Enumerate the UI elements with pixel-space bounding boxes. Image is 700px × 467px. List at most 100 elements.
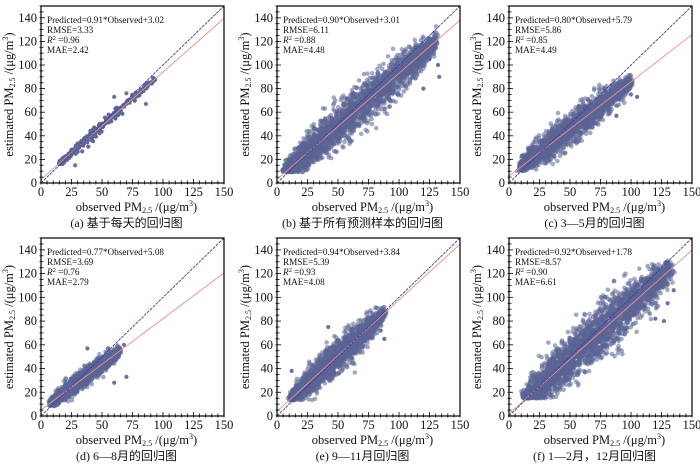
y-axis-label: estimated PM2.5 /(μg/m3) bbox=[469, 32, 485, 156]
data-point bbox=[582, 114, 587, 119]
data-point bbox=[556, 141, 562, 146]
data-point bbox=[555, 110, 561, 116]
data-point bbox=[369, 116, 374, 122]
data-point bbox=[347, 107, 352, 112]
data-point bbox=[322, 126, 327, 131]
x-tick-label: 150 bbox=[215, 185, 234, 199]
scatter-points bbox=[280, 24, 442, 175]
outlier-point bbox=[124, 91, 129, 96]
one-to-one-line bbox=[509, 6, 692, 183]
data-point bbox=[556, 117, 561, 122]
data-point bbox=[589, 119, 595, 124]
data-point bbox=[350, 93, 356, 98]
data-point bbox=[387, 98, 393, 104]
data-point bbox=[334, 110, 339, 116]
regression-equation: Predicted=0.90*Observed+3.01 bbox=[283, 15, 400, 25]
data-point bbox=[329, 143, 335, 148]
data-point bbox=[585, 97, 591, 103]
data-point bbox=[335, 141, 340, 146]
data-point bbox=[333, 149, 338, 154]
data-point bbox=[330, 118, 336, 124]
data-point bbox=[332, 137, 338, 143]
data-point bbox=[542, 153, 547, 158]
data-point bbox=[550, 150, 556, 155]
data-point bbox=[377, 63, 383, 69]
data-point bbox=[363, 115, 368, 121]
data-point bbox=[553, 144, 558, 150]
data-point bbox=[587, 104, 592, 109]
x-tick-label: 25 bbox=[533, 185, 546, 199]
y-tick-label: 20 bbox=[261, 152, 274, 166]
data-point bbox=[601, 103, 606, 109]
data-point bbox=[383, 89, 389, 95]
outlier-point bbox=[421, 86, 426, 91]
data-point bbox=[562, 117, 568, 123]
data-point bbox=[364, 98, 370, 103]
panel-caption: (a) 基于每天的回归图 bbox=[70, 215, 182, 230]
data-point bbox=[322, 106, 328, 111]
data-point bbox=[518, 166, 523, 172]
data-point bbox=[422, 59, 427, 64]
data-point bbox=[314, 135, 320, 140]
data-point bbox=[377, 82, 383, 87]
data-point bbox=[589, 98, 595, 104]
data-point bbox=[423, 54, 429, 60]
mae-label: MAE=2.42 bbox=[47, 45, 89, 55]
data-point bbox=[364, 121, 370, 126]
data-point bbox=[390, 72, 396, 77]
panel-caption: (b) 基于所有预测样本的回归图 bbox=[282, 215, 443, 230]
data-point bbox=[596, 96, 601, 101]
data-point bbox=[390, 98, 396, 103]
data-point bbox=[331, 95, 337, 100]
data-point bbox=[346, 120, 351, 126]
data-point bbox=[347, 99, 353, 105]
data-point bbox=[375, 66, 380, 72]
x-tick-label: 75 bbox=[594, 185, 607, 199]
x-tick-label: 50 bbox=[332, 185, 345, 199]
data-point bbox=[578, 130, 584, 136]
y-tick-label: 0 bbox=[499, 176, 505, 190]
data-point bbox=[344, 96, 349, 102]
data-point bbox=[123, 102, 128, 107]
rmse-label: RMSE=3.33 bbox=[47, 25, 94, 35]
rmse-label: RMSE=6.11 bbox=[283, 25, 329, 35]
x-tick-label: 75 bbox=[362, 185, 375, 199]
data-point bbox=[327, 136, 333, 142]
data-point bbox=[560, 150, 565, 156]
data-point bbox=[407, 81, 413, 86]
panel-c: 0 25 50 75 100 125 150020406080100120140observ… bbox=[469, 5, 700, 230]
data-point bbox=[352, 114, 358, 120]
data-point bbox=[310, 149, 315, 154]
data-point bbox=[360, 83, 366, 89]
data-point bbox=[433, 24, 439, 29]
data-point bbox=[310, 138, 315, 143]
data-point bbox=[603, 85, 608, 91]
data-point bbox=[303, 143, 309, 148]
regression-equation: Predicted=0.91*Observed+3.02 bbox=[47, 15, 164, 25]
data-point bbox=[539, 160, 545, 165]
panel-b: 0 25 50 75 100 125 150020406080100120140observ… bbox=[237, 5, 469, 230]
outlier-point bbox=[628, 92, 634, 97]
x-axis-label: observed PM2.5 /(μg/m3) bbox=[76, 199, 197, 215]
data-point bbox=[384, 111, 390, 117]
mae-label: MAE=4.49 bbox=[515, 45, 557, 55]
data-point bbox=[304, 128, 309, 134]
data-point bbox=[302, 158, 308, 163]
data-point bbox=[374, 101, 379, 107]
data-point bbox=[404, 86, 409, 91]
data-point bbox=[404, 70, 409, 76]
data-point bbox=[86, 144, 91, 149]
data-point bbox=[389, 61, 394, 66]
outlier-point bbox=[145, 81, 150, 86]
data-point bbox=[405, 53, 410, 59]
y-tick-label: 0 bbox=[31, 176, 37, 190]
data-point bbox=[526, 154, 532, 160]
data-point bbox=[376, 73, 382, 78]
data-point bbox=[621, 88, 627, 94]
y-tick-label: 100 bbox=[486, 58, 505, 72]
data-point bbox=[536, 138, 542, 144]
x-tick-label: 125 bbox=[184, 185, 203, 199]
data-point bbox=[341, 130, 346, 136]
data-point bbox=[81, 138, 86, 143]
y-tick-label: 20 bbox=[493, 152, 506, 166]
